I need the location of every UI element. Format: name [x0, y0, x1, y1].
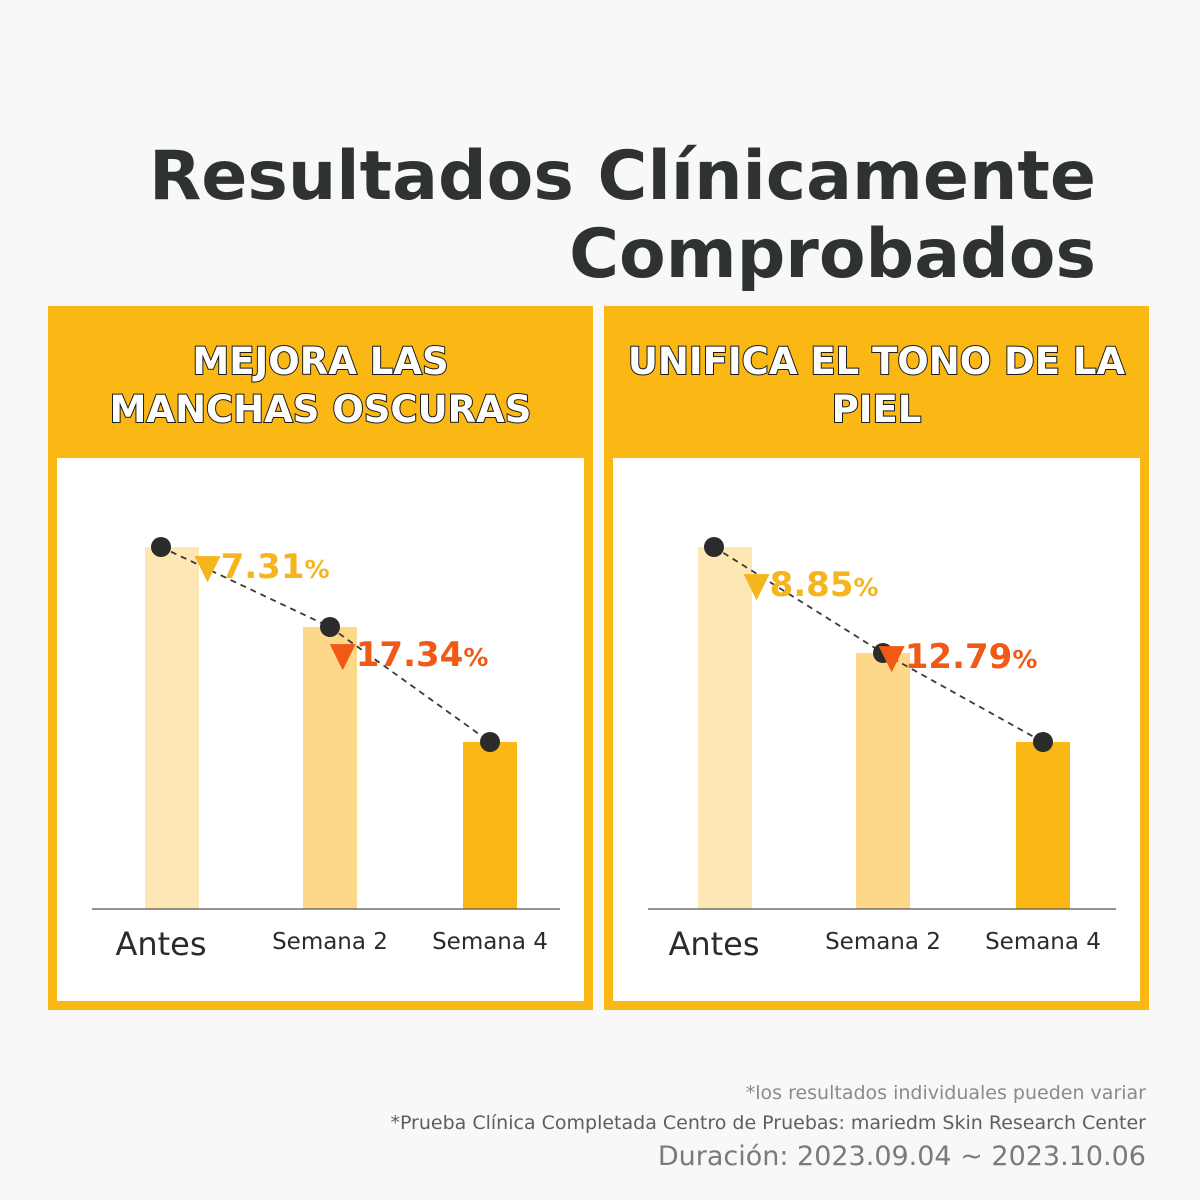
dark-spots-heading-line-1: MEJORA LAS: [191, 339, 449, 384]
bar-semana-2: [303, 627, 357, 909]
skin-tone-heading-line-2: PIEL: [831, 387, 923, 432]
percent-change-label: ▼7.31%: [194, 547, 329, 587]
bar-semana-4: [1016, 742, 1070, 909]
skin-tone-heading: UNIFICA EL TONO DE LA PIEL: [604, 338, 1149, 434]
bar-semana-4: [463, 742, 517, 909]
percent-change-label: ▼17.34%: [330, 635, 489, 675]
percent-change-label: ▼12.79%: [879, 637, 1038, 677]
category-label-semana-4: Semana 4: [432, 929, 548, 955]
trend-dot-antes: [704, 537, 724, 557]
dark-spots-panel: MEJORA LAS MANCHAS OSCURAS ▼7.31% ▼17.34%…: [48, 306, 593, 1010]
page-title-line-2: Comprobados: [569, 215, 1096, 294]
category-label-antes: Antes: [668, 925, 759, 963]
trend-dot-semana-4: [480, 732, 500, 752]
trend-dot-semana-4: [1033, 732, 1053, 752]
dark-spots-chart-svg: ▼7.31% ▼17.34% Antes Semana 2 Semana 4: [92, 537, 560, 963]
trend-dot-semana-2: [873, 643, 893, 663]
dark-spots-chart: ▼7.31% ▼17.34% Antes Semana 2 Semana 4: [57, 458, 584, 1001]
bar-antes: [145, 547, 199, 909]
category-label-semana-4: Semana 4: [985, 929, 1101, 955]
footnote-test-center: *Prueba Clínica Completada Centro de Pru…: [390, 1112, 1146, 1134]
dark-spots-heading: MEJORA LAS MANCHAS OSCURAS: [48, 338, 593, 434]
category-label-semana-2: Semana 2: [825, 929, 941, 955]
bar-antes: [698, 547, 752, 909]
footnote-duration: Duración: 2023.09.04 ~ 2023.10.06: [657, 1141, 1146, 1172]
page-title-line-1: Resultados Clínicamente: [148, 137, 1096, 216]
page-title: Resultados Clínicamente Comprobados: [36, 138, 1096, 294]
trend-dot-semana-2: [320, 617, 340, 637]
skin-tone-panel: UNIFICA EL TONO DE LA PIEL ▼8.85% ▼12.79%…: [604, 306, 1149, 1010]
trend-dot-antes: [151, 537, 171, 557]
skin-tone-heading-line-1: UNIFICA EL TONO DE LA: [627, 339, 1126, 384]
skin-tone-chart-svg: ▼8.85%▼12.79% Antes Semana 2 Semana 4: [648, 537, 1116, 963]
trend-line-segment: [882, 652, 1044, 743]
dark-spots-heading-line-2: MANCHAS OSCURAS: [109, 387, 533, 432]
category-label-semana-2: Semana 2: [272, 929, 388, 955]
footnotes: *los resultados individuales pueden vari…: [390, 1078, 1146, 1176]
trend-line-segment: [160, 546, 331, 628]
percent-change-label: ▼8.85%: [743, 565, 878, 605]
trend-line-segment: [713, 546, 884, 654]
category-label-antes: Antes: [115, 925, 206, 963]
bar-semana-2: [856, 653, 910, 909]
footnote-individual-results: *los resultados individuales pueden vari…: [745, 1082, 1146, 1104]
skin-tone-chart: ▼8.85% ▼12.79% Antes Semana 2 Semana 4: [613, 458, 1140, 1001]
